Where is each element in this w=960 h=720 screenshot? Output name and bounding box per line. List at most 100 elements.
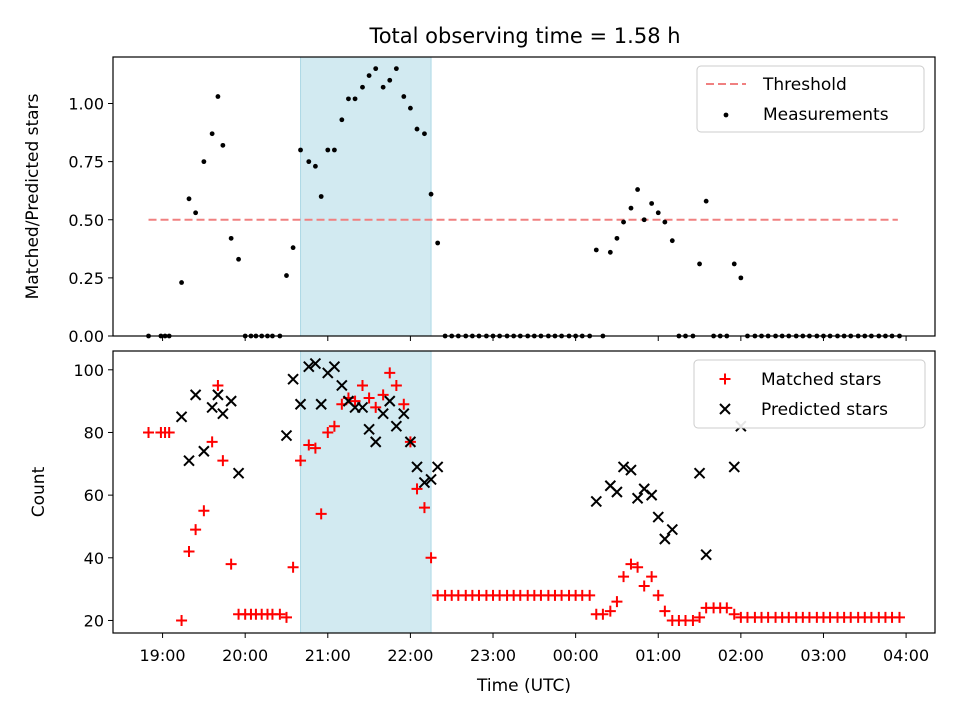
matched-star-point [632,561,644,573]
top-plot-frame [112,56,936,337]
legend-box [693,359,926,429]
measurement-point [422,131,427,137]
matched-star-point [183,546,195,558]
x-tick-label: 21:00 [305,646,351,665]
measurement-point [387,77,393,83]
matched-star-point [225,558,237,570]
y-tick-label: 20 [84,611,104,630]
matched-star-point [425,552,437,564]
bottom-legend: Matched stars Predicted stars [693,359,926,429]
matched-star-point [322,426,334,438]
measurement-point [325,147,331,153]
legend-predicted-label: Predicted stars [761,400,888,420]
measurement-point [298,147,303,153]
matched-star-point [638,580,650,592]
predicted-star-point [666,523,678,536]
top-y-axis: 0.00 0.25 0.50 0.75 1.00 [68,95,113,346]
y-tick-label: 0.50 [68,211,104,230]
legend-matched-label: Matched stars [761,370,881,390]
chart-title: Total observing time = 1.58 h [368,24,680,48]
measurement-point [414,126,420,132]
matched-star-point [315,508,327,520]
predicted-star-point [370,436,382,448]
y-tick-label: 40 [84,549,104,568]
predicted-star-point [652,511,664,523]
predicted-star-point [309,357,322,370]
measurement-point [284,273,289,278]
x-tick-label: 02:00 [718,646,764,665]
top-panel: 0.00 0.25 0.50 0.75 1.00 Matched/Predicted s… [23,56,936,346]
bottom-y-axis-label: Count [29,466,49,517]
measurement-point [697,261,702,267]
y-tick-label: 60 [84,486,104,505]
measurement-point [662,219,668,225]
matched-star-point [163,426,175,438]
legend-matched-swatch [719,373,731,385]
measurement-point [607,249,613,255]
matched-star-point [217,455,229,467]
measurement-point [360,84,365,90]
matched-star-point [176,614,188,626]
matched-star-point [309,442,321,454]
predicted-star-point [645,489,658,501]
predicted-star-point [212,389,224,401]
measurement-point [738,275,744,281]
y-tick-label: 0.75 [68,153,104,172]
predicted-stars-points [175,357,747,561]
predicted-star-point [206,401,218,414]
measurement-point [635,187,640,192]
measurement-point [435,240,441,246]
predicted-star-point [217,407,229,420]
predicted-star-point [189,389,202,401]
predicted-star-point [590,495,602,508]
matched-star-point [349,395,361,407]
predicted-star-point [398,407,410,420]
bottom-observing-window [300,350,432,634]
y-tick-label: 0.25 [68,269,104,288]
x-tick-label: 23:00 [470,646,516,665]
measurement-point [339,117,345,123]
top-x-ticks [162,336,907,341]
predicted-star-point [336,379,348,392]
matched-star-point [390,379,402,391]
measurement-point [215,94,221,99]
matched-star-point [384,367,396,379]
predicted-star-point [631,492,644,504]
measurement-point [186,196,192,202]
bottom-x-axis-label: Time (UTC) [476,676,571,696]
measurement-point [201,159,207,165]
measurement-point [655,210,661,216]
y-tick-label: 80 [84,423,104,442]
measurement-point [179,280,184,285]
predicted-star-point [280,429,293,442]
matched-star-point [646,571,658,583]
x-tick-label: 03:00 [800,646,846,665]
predicted-star-point [390,420,403,432]
measurement-point [703,198,709,204]
measurement-point [649,201,655,206]
measurement-point [228,235,234,241]
legend-box [696,65,925,133]
matched-star-point [274,608,286,620]
matched-star-point [206,436,218,448]
measurement-point [669,238,675,244]
y-tick-label: 100 [73,361,104,380]
matched-stars-points [143,367,905,626]
matched-star-point [377,389,389,401]
legend-threshold-label: Threshold [762,75,847,95]
predicted-star-point [315,398,327,410]
matched-star-point [659,605,671,617]
measurement-point [428,191,434,197]
predicted-star-point [659,533,671,545]
matched-star-point [295,455,307,467]
predicted-star-point [303,360,315,373]
measurement-point [408,105,413,111]
matched-star-point [604,605,616,617]
matched-star-point [190,524,202,536]
matched-star-point [143,426,155,438]
x-tick-label: 20:00 [222,646,268,665]
predicted-star-point [384,395,396,407]
legend-predicted-swatch [719,403,731,415]
x-tick-label: 19:00 [140,646,186,665]
